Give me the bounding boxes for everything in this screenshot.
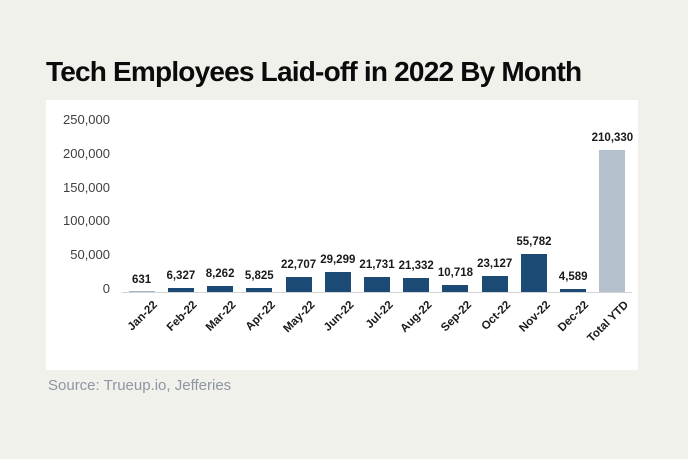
y-tick-label: 200,000 bbox=[63, 145, 110, 161]
y-tick-label: 50,000 bbox=[70, 247, 110, 263]
bar-value-label: 23,127 bbox=[477, 258, 513, 271]
bar-slot: 8,262 bbox=[200, 123, 239, 292]
bar-slot: 21,332 bbox=[397, 123, 436, 292]
x-tick-label: Oct-22 bbox=[479, 299, 514, 333]
y-tick-label: 150,000 bbox=[63, 179, 110, 195]
bar-slot: 23,127 bbox=[475, 123, 514, 292]
bar-apr-22 bbox=[246, 288, 273, 292]
bar-jun-22 bbox=[324, 272, 351, 292]
bar-slot: 10,718 bbox=[436, 123, 475, 292]
bar-slot: 21,731 bbox=[357, 123, 396, 292]
bar-value-label: 8,262 bbox=[205, 268, 235, 281]
chart-panel: 0 50,000 100,000 150,000 200,000 250,000 631 6… bbox=[46, 100, 638, 370]
source-credit: Source: Trueup.io, Jefferies bbox=[48, 377, 232, 394]
y-tick-label: 250,000 bbox=[63, 112, 110, 127]
x-tick-label: Total YTD bbox=[585, 299, 631, 345]
bar-sep-22 bbox=[442, 284, 469, 292]
bar-dec-22 bbox=[560, 288, 587, 292]
x-axis-slot: Dec-22 bbox=[554, 293, 593, 365]
y-tick-label: 0 bbox=[102, 281, 110, 296]
bar-nov-22 bbox=[520, 254, 547, 292]
bar-jul-22 bbox=[364, 277, 391, 292]
bar-value-label: 6,327 bbox=[166, 269, 196, 282]
x-tick-label: Jan-22 bbox=[125, 299, 161, 334]
x-tick-label: Aug-22 bbox=[398, 299, 435, 336]
x-tick-label: Feb-22 bbox=[164, 299, 200, 334]
bar-value-label: 631 bbox=[132, 273, 152, 286]
x-axis-slot: Mar-22 bbox=[200, 293, 239, 365]
bar-slot: 6,327 bbox=[161, 123, 200, 292]
bar-feb-22 bbox=[167, 287, 194, 292]
x-axis-slot: Jan-22 bbox=[122, 293, 161, 365]
bar-may-22 bbox=[285, 276, 312, 292]
chart-title: Tech Employees Laid-off in 2022 By Month bbox=[46, 56, 582, 87]
bar-slot: 5,825 bbox=[240, 123, 279, 292]
bar-mar-22 bbox=[207, 286, 234, 292]
plot-area: 631 6,327 8,262 5,825 22,707 29,299 21,731 21,3… bbox=[122, 123, 634, 293]
x-axis-slot: Nov-22 bbox=[514, 293, 553, 365]
x-axis-slot: Aug-22 bbox=[397, 293, 436, 365]
bar-slot: 55,782 bbox=[514, 123, 553, 292]
bar-jan-22 bbox=[128, 290, 155, 292]
bar-value-label: 5,825 bbox=[244, 270, 274, 283]
bar-value-label: 55,782 bbox=[516, 236, 552, 249]
x-axis-slot: Apr-22 bbox=[240, 293, 279, 365]
x-tick-label: Apr-22 bbox=[243, 299, 278, 334]
x-axis-slot: Sep-22 bbox=[436, 293, 475, 365]
bar-slot: 210,330 bbox=[591, 123, 634, 292]
y-tick-label: 100,000 bbox=[63, 213, 110, 229]
x-axis: Jan-22 Feb-22 Mar-22 Apr-22 May-22 Jun-22 Jul-… bbox=[122, 293, 632, 365]
x-axis-slot: Jul-22 bbox=[357, 293, 396, 365]
x-axis-slot: Total YTD bbox=[585, 293, 632, 365]
x-tick-label: Sep-22 bbox=[438, 299, 474, 335]
bar-slot: 631 bbox=[122, 123, 161, 292]
bar-value-label: 4,589 bbox=[558, 270, 588, 283]
bar-aug-22 bbox=[403, 277, 430, 292]
bar-value-label: 21,332 bbox=[398, 259, 434, 272]
x-tick-label: Nov-22 bbox=[516, 299, 553, 335]
x-axis-slot: Feb-22 bbox=[161, 293, 200, 365]
bar-value-label: 22,707 bbox=[280, 258, 317, 271]
y-axis: 0 50,000 100,000 150,000 200,000 250,000 bbox=[46, 100, 110, 370]
x-tick-label: Dec-22 bbox=[556, 299, 592, 335]
bar-value-label: 10,718 bbox=[437, 266, 474, 279]
x-tick-label: Mar-22 bbox=[203, 299, 239, 334]
bar-slot: 29,299 bbox=[318, 123, 357, 292]
x-tick-label: Jun-22 bbox=[321, 299, 357, 334]
x-axis-slot: Oct-22 bbox=[475, 293, 514, 365]
x-axis-slot: Jun-22 bbox=[318, 293, 357, 365]
x-axis-slot: May-22 bbox=[279, 293, 318, 365]
bar-value-label: 210,330 bbox=[591, 131, 634, 144]
bar-slot: 4,589 bbox=[554, 123, 593, 292]
bar-value-label: 29,299 bbox=[320, 254, 356, 267]
bar-value-label: 21,731 bbox=[359, 259, 395, 272]
x-tick-label: May-22 bbox=[280, 299, 318, 336]
x-tick-label: Jul-22 bbox=[363, 299, 396, 331]
bar-oct-22 bbox=[481, 276, 508, 292]
bar-total-ytd bbox=[599, 149, 626, 292]
bar-slot: 22,707 bbox=[279, 123, 318, 292]
